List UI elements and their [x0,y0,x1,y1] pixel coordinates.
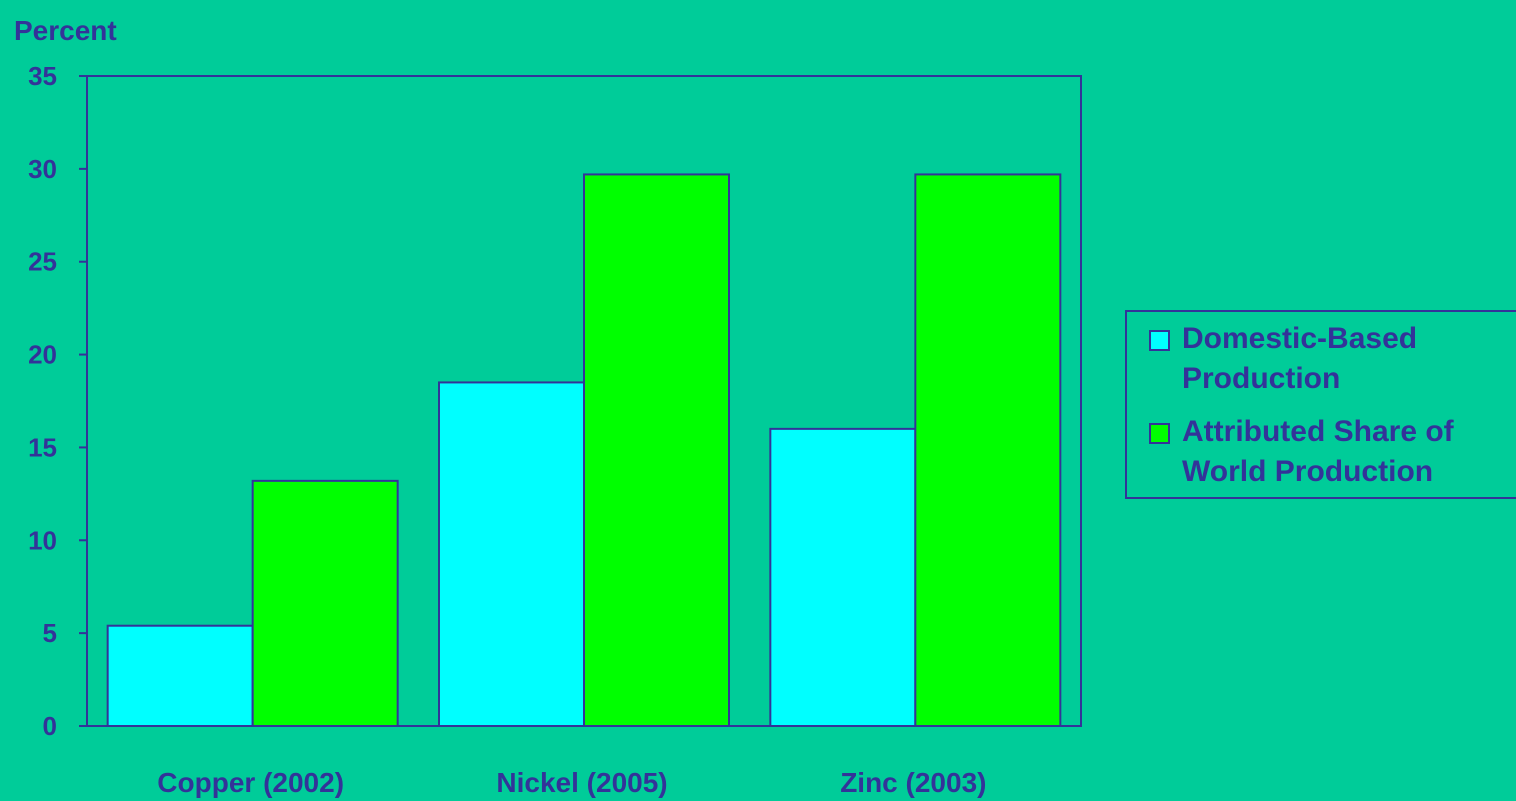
y-tick-label: 35 [28,61,57,91]
y-axis: 0 5 10 15 20 25 30 35 [28,61,87,741]
bar-domestic-1 [438,381,585,727]
bar-domestic-0 [106,624,254,728]
legend-swatch-1 [1149,423,1170,444]
bar-domestic-2 [769,427,917,727]
legend-label: World Production [1182,455,1433,488]
y-tick-label: 25 [28,247,57,277]
legend-swatch-0 [1149,330,1170,351]
legend-label: Production [1182,362,1340,395]
legend-label: Attributed Share of [1182,415,1455,448]
bar-attributed-1 [583,173,730,727]
x-axis: Copper (2002) Nickel (2005) Zinc (2003) [157,767,986,798]
y-tick-label: 30 [28,154,57,184]
x-tick-label: Nickel (2005) [496,767,667,798]
y-tick-label: 5 [43,618,57,648]
y-tick-label: 20 [28,340,57,370]
y-tick-label: 15 [28,432,57,462]
bars [106,173,1062,728]
x-tick-label: Zinc (2003) [840,767,986,798]
legend-label: Domestic-Based [1182,322,1417,355]
legend-box [1125,310,1516,499]
bar-attributed-0 [251,479,399,727]
x-tick-label: Copper (2002) [157,767,344,798]
y-tick-label: 0 [43,711,57,741]
legend: Domestic-Based Production Attributed Share… [1125,310,1516,499]
bar-attributed-2 [914,173,1062,727]
y-tick-label: 10 [28,525,57,555]
y-axis-label: Percent [14,15,117,46]
